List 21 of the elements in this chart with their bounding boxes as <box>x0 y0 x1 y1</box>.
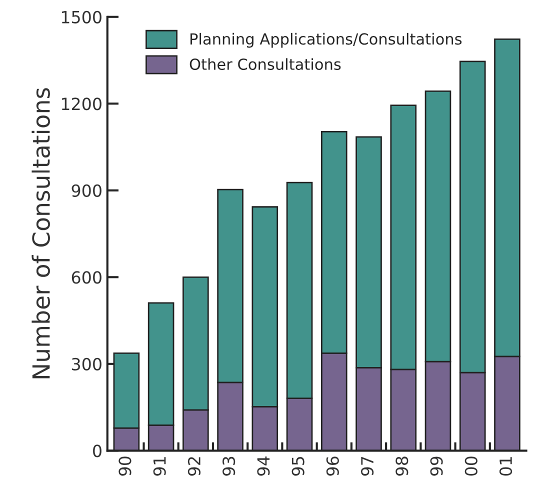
x-tick-label: 96 <box>326 456 339 476</box>
legend-label: Other Consultations <box>190 58 341 70</box>
x-tick-label: 98 <box>396 456 408 476</box>
x-tick-label: 01 <box>499 457 512 476</box>
x-tick-label: 99 <box>430 456 443 476</box>
x-tick-label: 91 <box>153 457 166 476</box>
y-tick-label: 300 <box>72 358 102 370</box>
y-tick-label: 1500 <box>62 10 102 24</box>
y-tick-label: 900 <box>72 184 102 197</box>
x-tick-label: 90 <box>118 456 132 476</box>
x-tick-label: 00 <box>464 456 478 476</box>
y-axis-title: Number of Consultations <box>32 88 50 378</box>
legend-label: Planning Applications/Consultations <box>190 32 462 48</box>
y-tick-label: 1200 <box>62 98 102 110</box>
y-tick-label: 0 <box>93 444 102 458</box>
x-tick-label: 95 <box>292 456 304 476</box>
x-tick-label: 97 <box>360 456 374 476</box>
y-tick-label: 600 <box>72 271 102 284</box>
x-tick-label: 92 <box>188 457 201 476</box>
x-tick-label: 94 <box>257 456 270 476</box>
x-tick-label: 93 <box>222 456 236 476</box>
